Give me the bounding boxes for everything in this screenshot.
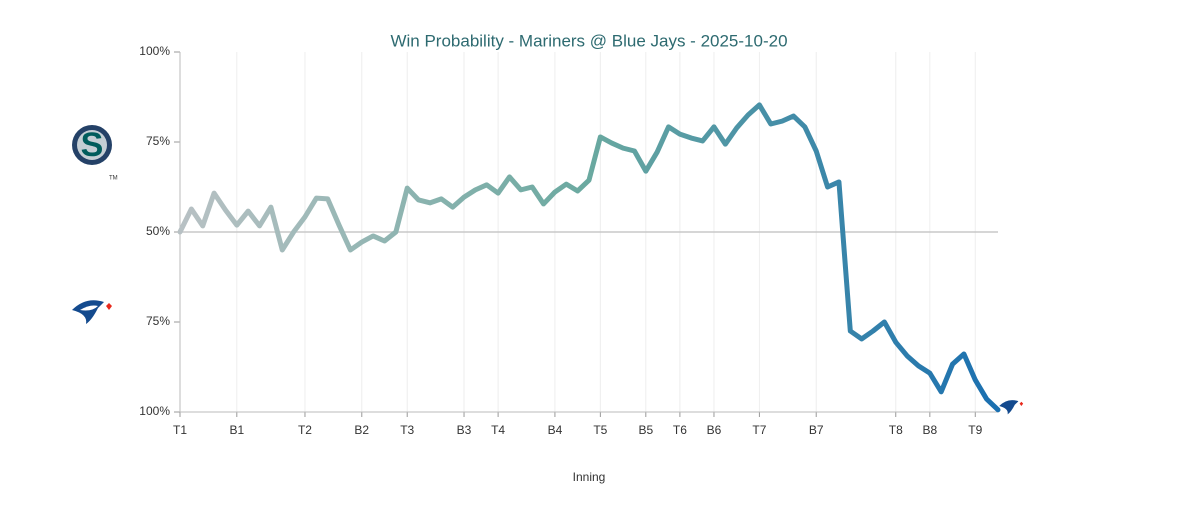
x-tick-label: T7 — [752, 423, 766, 437]
x-tick-label: B6 — [707, 423, 722, 437]
y-tick-label: 100% — [139, 404, 170, 418]
x-tick-label: T4 — [491, 423, 505, 437]
x-tick-label: B8 — [922, 423, 937, 437]
blue-jays-logo-small — [999, 400, 1024, 415]
mariners-logo: S TM — [72, 125, 118, 182]
x-tick-label: T9 — [968, 423, 982, 437]
x-tick-label: B5 — [638, 423, 653, 437]
x-tick-label: B2 — [354, 423, 369, 437]
blue-jays-logo — [72, 300, 112, 324]
y-tick-label: 75% — [146, 314, 170, 328]
grid: T1 B1 T2 B2 T3 B3 T4 B4 T5 B5 T6 B6 T7 B7 T8 B8 T9 100% 75… — [139, 44, 998, 437]
x-tick-label: T1 — [173, 423, 187, 437]
x-tick-label: T5 — [593, 423, 607, 437]
x-tick-label: B1 — [229, 423, 244, 437]
svg-text:S: S — [81, 126, 104, 164]
plot — [177, 102, 1001, 413]
x-tick-label: T3 — [400, 423, 414, 437]
chart-title: Win Probability - Mariners @ Blue Jays -… — [390, 31, 787, 50]
x-tick-label: B3 — [457, 423, 472, 437]
x-tick-label: B7 — [809, 423, 824, 437]
x-tick-label: T2 — [298, 423, 312, 437]
win-probability-line — [177, 102, 1001, 413]
x-tick-label: T8 — [889, 423, 903, 437]
svg-text:TM: TM — [109, 176, 118, 182]
x-tick-label: B4 — [548, 423, 563, 437]
x-tick-label: T6 — [673, 423, 687, 437]
x-axis-label: Inning — [573, 470, 606, 484]
y-tick-label: 100% — [139, 44, 170, 58]
y-tick-label: 50% — [146, 224, 170, 238]
y-tick-label: 75% — [146, 134, 170, 148]
